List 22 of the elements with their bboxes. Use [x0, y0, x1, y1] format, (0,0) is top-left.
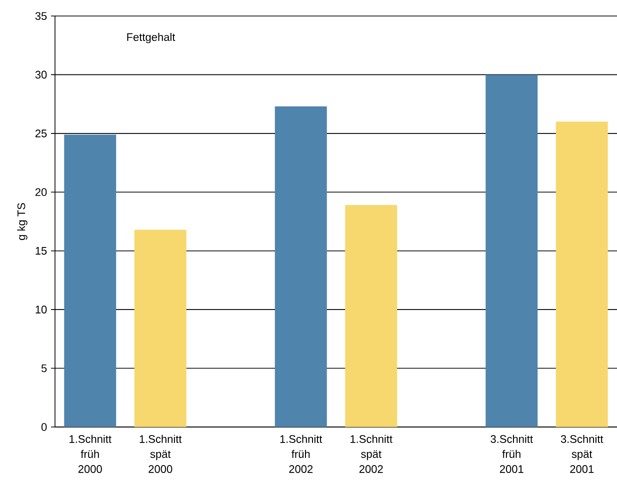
- bar: [274, 106, 327, 427]
- y-tick-label: 30: [35, 70, 47, 79]
- x-tick-label: 1.Schnitt spät 2002: [350, 434, 392, 473]
- y-axis-title: g kg TS: [17, 203, 28, 240]
- x-tick-label: 1.Schnitt spät 2000: [140, 434, 182, 473]
- x-tick-label: 1.Schnitt früh 2002: [280, 434, 322, 473]
- y-tick-label: 25: [35, 130, 47, 138]
- x-tick-label: 1.Schnitt früh 2000: [70, 434, 112, 473]
- y-tick-label: 10: [36, 306, 47, 314]
- bar: [345, 205, 398, 427]
- y-tick-label: 35: [35, 12, 47, 20]
- bar: [64, 134, 116, 427]
- bar: [134, 230, 186, 427]
- y-tick-label: 5: [41, 364, 47, 372]
- y-tick-label: 0: [41, 423, 47, 431]
- text: Fettgehalt: [127, 32, 176, 44]
- bar: [486, 74, 538, 427]
- x-tick-label: 3.Schnitt spät 2001: [560, 434, 604, 473]
- y-tick-label: 15: [36, 247, 47, 255]
- x-tick-label: 3.Schnitt früh 2001: [490, 434, 533, 473]
- bar: [556, 122, 608, 427]
- y-tick-label: 20: [35, 188, 47, 196]
